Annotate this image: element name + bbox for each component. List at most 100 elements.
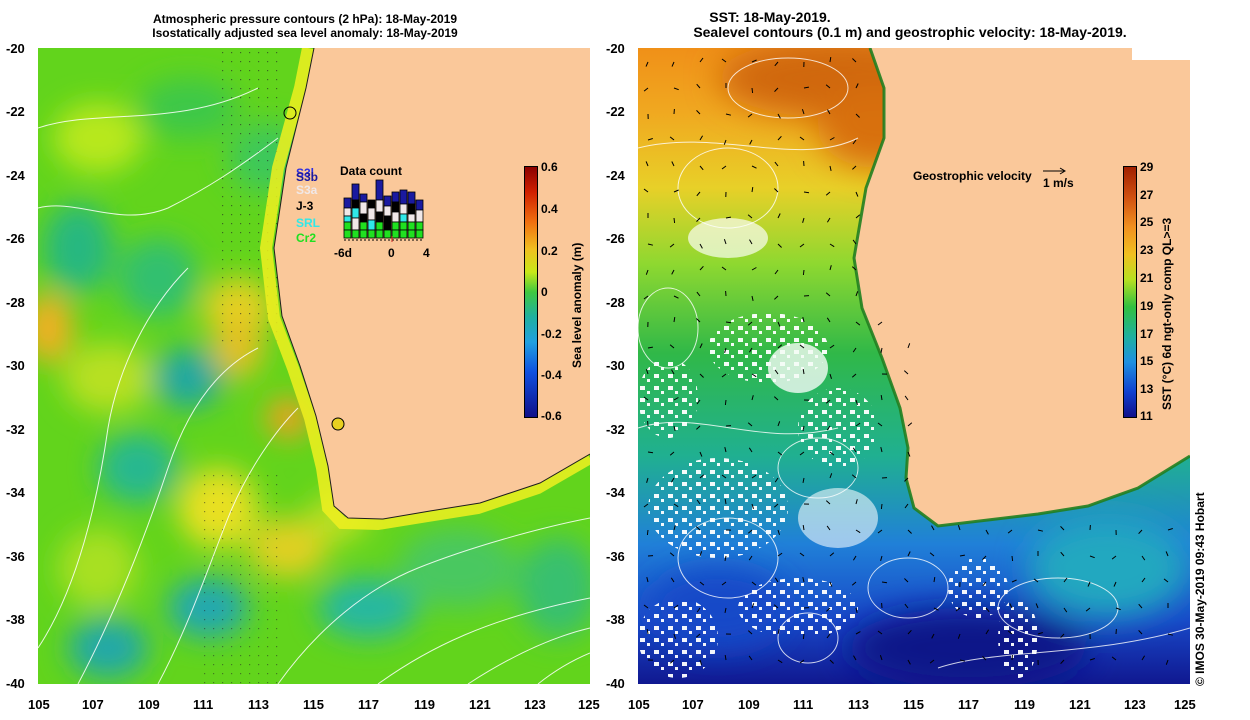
velocity-arrow (643, 295, 649, 300)
velocity-arrow (696, 318, 701, 323)
velocity-arrow (699, 659, 702, 665)
left-ytick: -20 (6, 41, 25, 56)
velocity-arrow (777, 552, 783, 557)
velocity-arrow (799, 451, 805, 456)
velocity-arrow (695, 526, 701, 531)
velocity-arrow (852, 347, 857, 353)
sat-label-s3l: S3l (296, 166, 315, 180)
velocity-arrow (855, 83, 859, 89)
sst-cb-tick: 21 (1140, 271, 1154, 285)
left-ytick: -36 (6, 549, 25, 564)
velocity-arrow (646, 629, 649, 635)
sla-map[interactable] (38, 48, 590, 684)
velocity-arrow (777, 529, 780, 535)
velocity-arrow (669, 552, 675, 557)
right-xtick: 123 (1124, 697, 1146, 712)
velocity-arrow (725, 113, 732, 116)
velocity-arrow (1138, 603, 1143, 609)
velocity-arrow (1060, 633, 1065, 639)
velocity-arrow (985, 529, 989, 535)
velocity-arrow (907, 451, 911, 457)
sst-cb-tick: 25 (1140, 215, 1154, 229)
velocity-arrow (802, 633, 805, 640)
velocity-arrow (671, 369, 675, 375)
right-ytick: -26 (606, 231, 625, 246)
velocity-arrow (855, 607, 858, 614)
velocity-arrow (802, 316, 805, 323)
velocity-arrow (1089, 555, 1095, 559)
velocity-arrow (1163, 578, 1169, 583)
velocity-arrow (671, 161, 675, 167)
velocity-arrow (855, 321, 861, 326)
velocity-arrow (931, 525, 935, 531)
sst-cb-tick: 15 (1140, 354, 1154, 368)
velocity-arrow (645, 369, 649, 375)
velocity-arrow (749, 239, 753, 245)
data-count-chart (343, 179, 424, 242)
velocity-arrow (1060, 659, 1065, 665)
velocity-arrow (851, 266, 857, 271)
velocity-arrow (1167, 633, 1174, 636)
velocity-arrow (748, 655, 753, 661)
velocity-arrow (959, 659, 966, 662)
data-count-xlabel: -6d (334, 246, 352, 260)
velocity-arrow (982, 581, 987, 587)
velocity-arrow (880, 555, 883, 561)
right-xtick: 111 (793, 697, 814, 712)
velocity-arrow (829, 581, 833, 587)
velocity-arrow (1037, 632, 1043, 635)
velocity-arrow (751, 187, 754, 193)
velocity-arrow (880, 347, 883, 353)
left-ytick: -22 (6, 104, 25, 119)
velocity-arrow (877, 630, 883, 635)
velocity-arrow (696, 399, 701, 405)
velocity-arrow (802, 525, 805, 531)
velocity-arrow (751, 581, 757, 586)
velocity-arrow (670, 477, 675, 483)
velocity-arrow (646, 529, 649, 536)
velocity-arrow (696, 191, 701, 197)
velocity-arrow (774, 295, 779, 300)
velocity-arrow (855, 499, 858, 505)
velocity-arrow (853, 655, 857, 661)
velocity-arrow (673, 604, 679, 609)
velocity-arrow (1007, 630, 1013, 635)
velocity-arrow (855, 113, 860, 118)
velocity-arrow (725, 321, 732, 324)
velocity-arrow (1009, 603, 1013, 609)
right-ytick: -20 (606, 41, 625, 56)
velocity-arrow (907, 629, 912, 635)
sst-cb-tick: 19 (1140, 299, 1154, 313)
velocity-arrow (1115, 607, 1121, 611)
sst-map[interactable] (638, 48, 1190, 684)
left-xtick: 109 (138, 697, 160, 712)
velocity-label: Geostrophic velocity (913, 169, 1032, 183)
velocity-arrow (1138, 529, 1143, 535)
velocity-arrow (929, 659, 935, 664)
velocity-arrow (723, 239, 727, 245)
velocity-arrow (721, 373, 727, 378)
sla-cb-tick: -0.4 (541, 368, 562, 382)
velocity-arrow (673, 525, 676, 531)
velocity-arrow (724, 555, 727, 562)
left-ytick: -30 (6, 358, 25, 373)
velocity-arrow (673, 317, 676, 323)
velocity-arrow (855, 191, 859, 197)
velocity-arrow (696, 110, 701, 115)
velocity-arrow (696, 291, 701, 297)
velocity-arrow (748, 555, 753, 561)
velocity-arrow (699, 474, 705, 479)
velocity-arrow (724, 655, 727, 661)
sst-colorbar (1123, 166, 1137, 418)
velocity-arrow (985, 629, 990, 635)
velocity-arrow (825, 191, 831, 196)
sla-cb-tick: 0 (541, 285, 548, 299)
velocity-arrow (777, 321, 781, 327)
velocity-arrow (1113, 581, 1117, 587)
velocity-arrow (777, 135, 782, 141)
velocity-arrow (777, 629, 780, 635)
velocity-arrow (1063, 607, 1068, 613)
data-count-xlabel: 4 (423, 246, 430, 260)
velocity-arrow (670, 577, 675, 583)
sat-label-cr2: Cr2 (296, 231, 317, 245)
